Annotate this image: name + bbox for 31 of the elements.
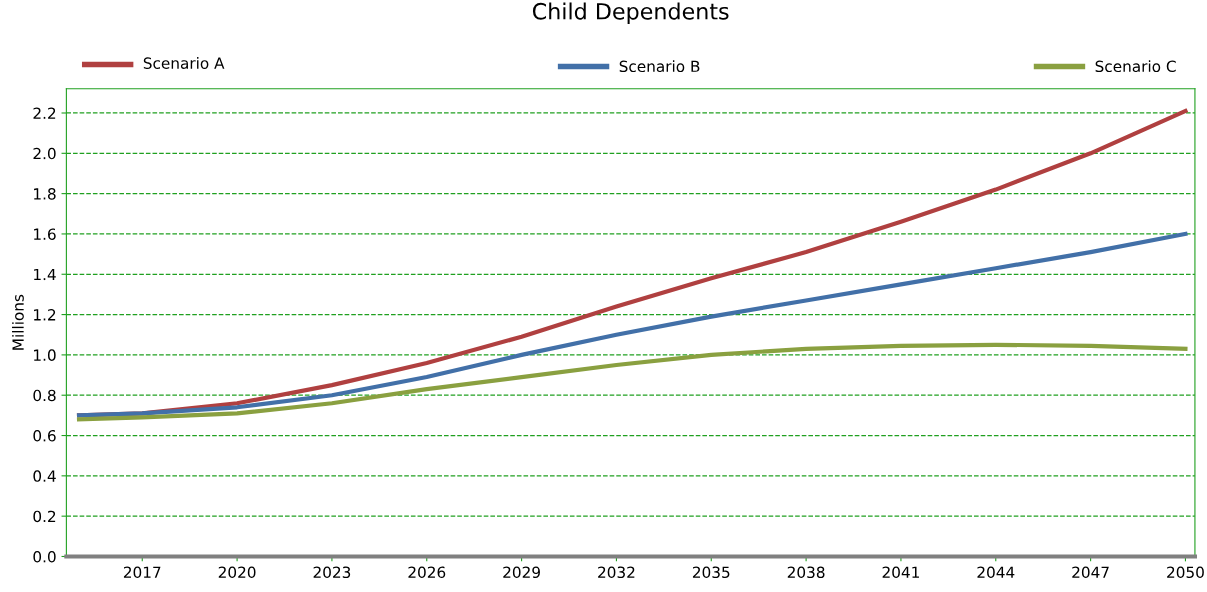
- x-tick-label: 2041: [882, 566, 919, 579]
- x-tick-label: 2050: [1167, 566, 1204, 579]
- y-tick-label: 2.0: [33, 147, 56, 160]
- y-axis-title: Millions: [12, 294, 24, 350]
- y-tick-label: 0.6: [33, 429, 56, 442]
- x-tick-label: 2020: [218, 566, 256, 579]
- x-tick-label: 2032: [598, 566, 635, 579]
- legend-label: Scenario C: [1095, 60, 1176, 73]
- x-tick-label: 2017: [123, 566, 161, 579]
- x-tick-label: 2044: [977, 566, 1015, 579]
- x-tick-label: 2035: [692, 566, 730, 579]
- y-tick-label: 1.8: [34, 188, 56, 200]
- y-tick-label: 0.0: [33, 550, 56, 563]
- y-tick-label: 0.2: [33, 510, 56, 523]
- line-series: [76, 342, 1188, 422]
- y-tick-label: 0.8: [33, 389, 56, 402]
- y-tick-label: 1.6: [34, 228, 56, 240]
- x-tick-label: 2023: [313, 566, 351, 579]
- x-tick-label: 2029: [503, 566, 540, 579]
- legend-label: Scenario B: [619, 60, 700, 73]
- y-tick-label: 2.2: [33, 107, 56, 119]
- x-tick-label: 2047: [1072, 566, 1109, 579]
- y-tick-label: 0.4: [33, 470, 56, 482]
- chart-title: Child Dependents: [532, 2, 729, 24]
- legend-label: Scenario A: [143, 57, 225, 69]
- line-series: [76, 231, 1188, 418]
- y-tick-label: 1.4: [34, 268, 56, 281]
- x-tick-label: 2026: [408, 566, 446, 579]
- y-tick-label: 1.2: [34, 309, 56, 321]
- x-tick-label: 2038: [787, 566, 825, 579]
- y-tick-label: 1.0: [34, 349, 56, 361]
